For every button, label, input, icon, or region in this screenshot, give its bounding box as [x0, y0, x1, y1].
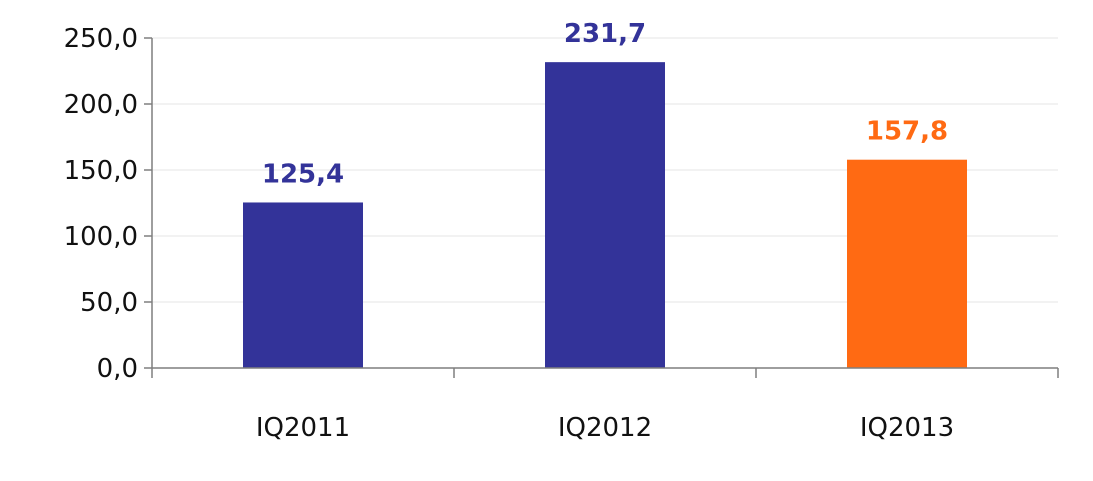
y-tick-label: 150,0 [64, 156, 138, 186]
x-category-label: IQ2011 [256, 413, 350, 443]
y-tick-label: 250,0 [64, 24, 138, 54]
y-tick-label: 0,0 [97, 354, 138, 384]
y-tick-label: 100,0 [64, 222, 138, 252]
x-category-label: IQ2012 [558, 413, 652, 443]
bar-iq2012 [545, 62, 665, 368]
y-tick-label: 200,0 [64, 90, 138, 120]
data-label: 157,8 [866, 117, 948, 147]
axes [144, 37, 1059, 378]
bars [243, 62, 967, 368]
labels: 0,0 50,0 100,0 150,0 200,0 250,0 125,4 IQ2011 23… [64, 19, 955, 443]
x-category-label: IQ2013 [860, 413, 954, 443]
data-label: 125,4 [262, 159, 344, 189]
bar-iq2013 [847, 159, 967, 368]
data-label: 231,7 [564, 19, 646, 49]
bar-iq2011 [243, 202, 363, 368]
y-tick-label: 50,0 [80, 288, 138, 318]
